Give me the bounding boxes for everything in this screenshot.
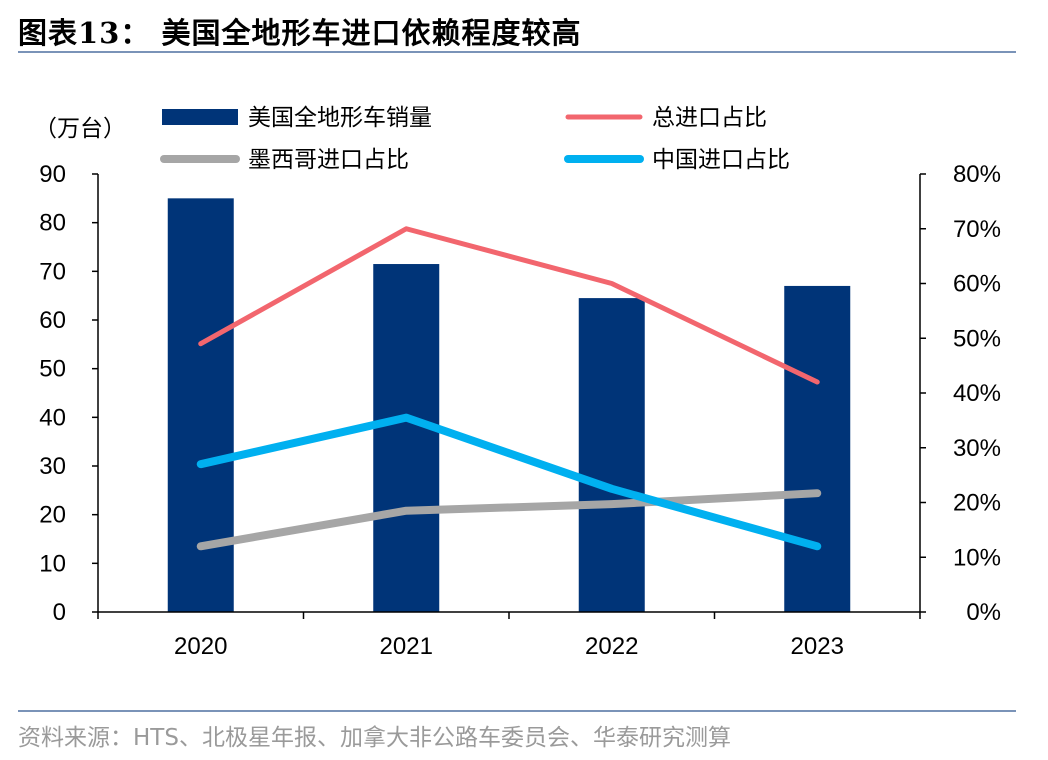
left-tick-label: 30 bbox=[39, 453, 66, 480]
x-tick-label: 2021 bbox=[380, 633, 433, 660]
right-tick-label: 70% bbox=[953, 216, 1001, 243]
line-series bbox=[196, 226, 822, 551]
right-tick-label: 20% bbox=[953, 490, 1001, 517]
line-series-2 bbox=[196, 489, 822, 551]
source-divider bbox=[18, 710, 1016, 712]
legend-label: 墨西哥进口占比 bbox=[248, 147, 409, 173]
legend-swatch-bar bbox=[162, 109, 238, 125]
bar-2021 bbox=[373, 264, 440, 612]
left-tick-label: 60 bbox=[39, 307, 66, 334]
left-tick-label: 70 bbox=[39, 258, 66, 285]
title-divider bbox=[18, 51, 1016, 53]
left-tick-label: 20 bbox=[39, 502, 66, 529]
left-tick-label: 50 bbox=[39, 356, 66, 383]
right-tick-label: 10% bbox=[953, 544, 1001, 571]
bar-2022 bbox=[578, 298, 645, 612]
chart-title: 图表13： 美国全地形车进口依赖程度较高 bbox=[18, 16, 582, 50]
axes: 0 10 20 30 40 50 60 70 80 90 0% 10% 20% 30% 40% 50% 60% 7… bbox=[39, 161, 1001, 660]
source-note: 资料来源：HTS、北极星年报、加拿大非公路车委员会、华泰研究测算 bbox=[18, 725, 731, 751]
legend-label: 美国全地形车销量 bbox=[248, 105, 432, 131]
bar-series bbox=[167, 198, 851, 613]
right-tick-label: 80% bbox=[953, 161, 1001, 188]
line-series-3 bbox=[196, 413, 822, 551]
right-tick-label: 50% bbox=[953, 325, 1001, 352]
right-tick-label: 40% bbox=[953, 380, 1001, 407]
left-tick-label: 10 bbox=[39, 550, 66, 577]
legend-label: 中国进口占比 bbox=[652, 147, 790, 173]
x-tick-label: 2023 bbox=[791, 633, 844, 660]
left-axis-unit-label: （万台） bbox=[34, 116, 126, 142]
chart-canvas: 0 10 20 30 40 50 60 70 80 90 0% 10% 20% 30% 40% 50% 60% 7… bbox=[34, 105, 1001, 660]
line-series-1 bbox=[198, 226, 820, 385]
x-tick-label: 2022 bbox=[585, 633, 638, 660]
bar-2023 bbox=[784, 285, 851, 612]
left-tick-label: 80 bbox=[39, 210, 66, 237]
left-tick-label: 40 bbox=[39, 404, 66, 431]
legend-label: 总进口占比 bbox=[652, 105, 767, 131]
left-tick-label: 0 bbox=[53, 599, 66, 626]
left-tick-label: 90 bbox=[39, 161, 66, 188]
right-tick-label: 0% bbox=[966, 599, 1001, 626]
right-tick-label: 60% bbox=[953, 271, 1001, 298]
x-tick-label: 2020 bbox=[174, 633, 227, 660]
right-tick-label: 30% bbox=[953, 435, 1001, 462]
